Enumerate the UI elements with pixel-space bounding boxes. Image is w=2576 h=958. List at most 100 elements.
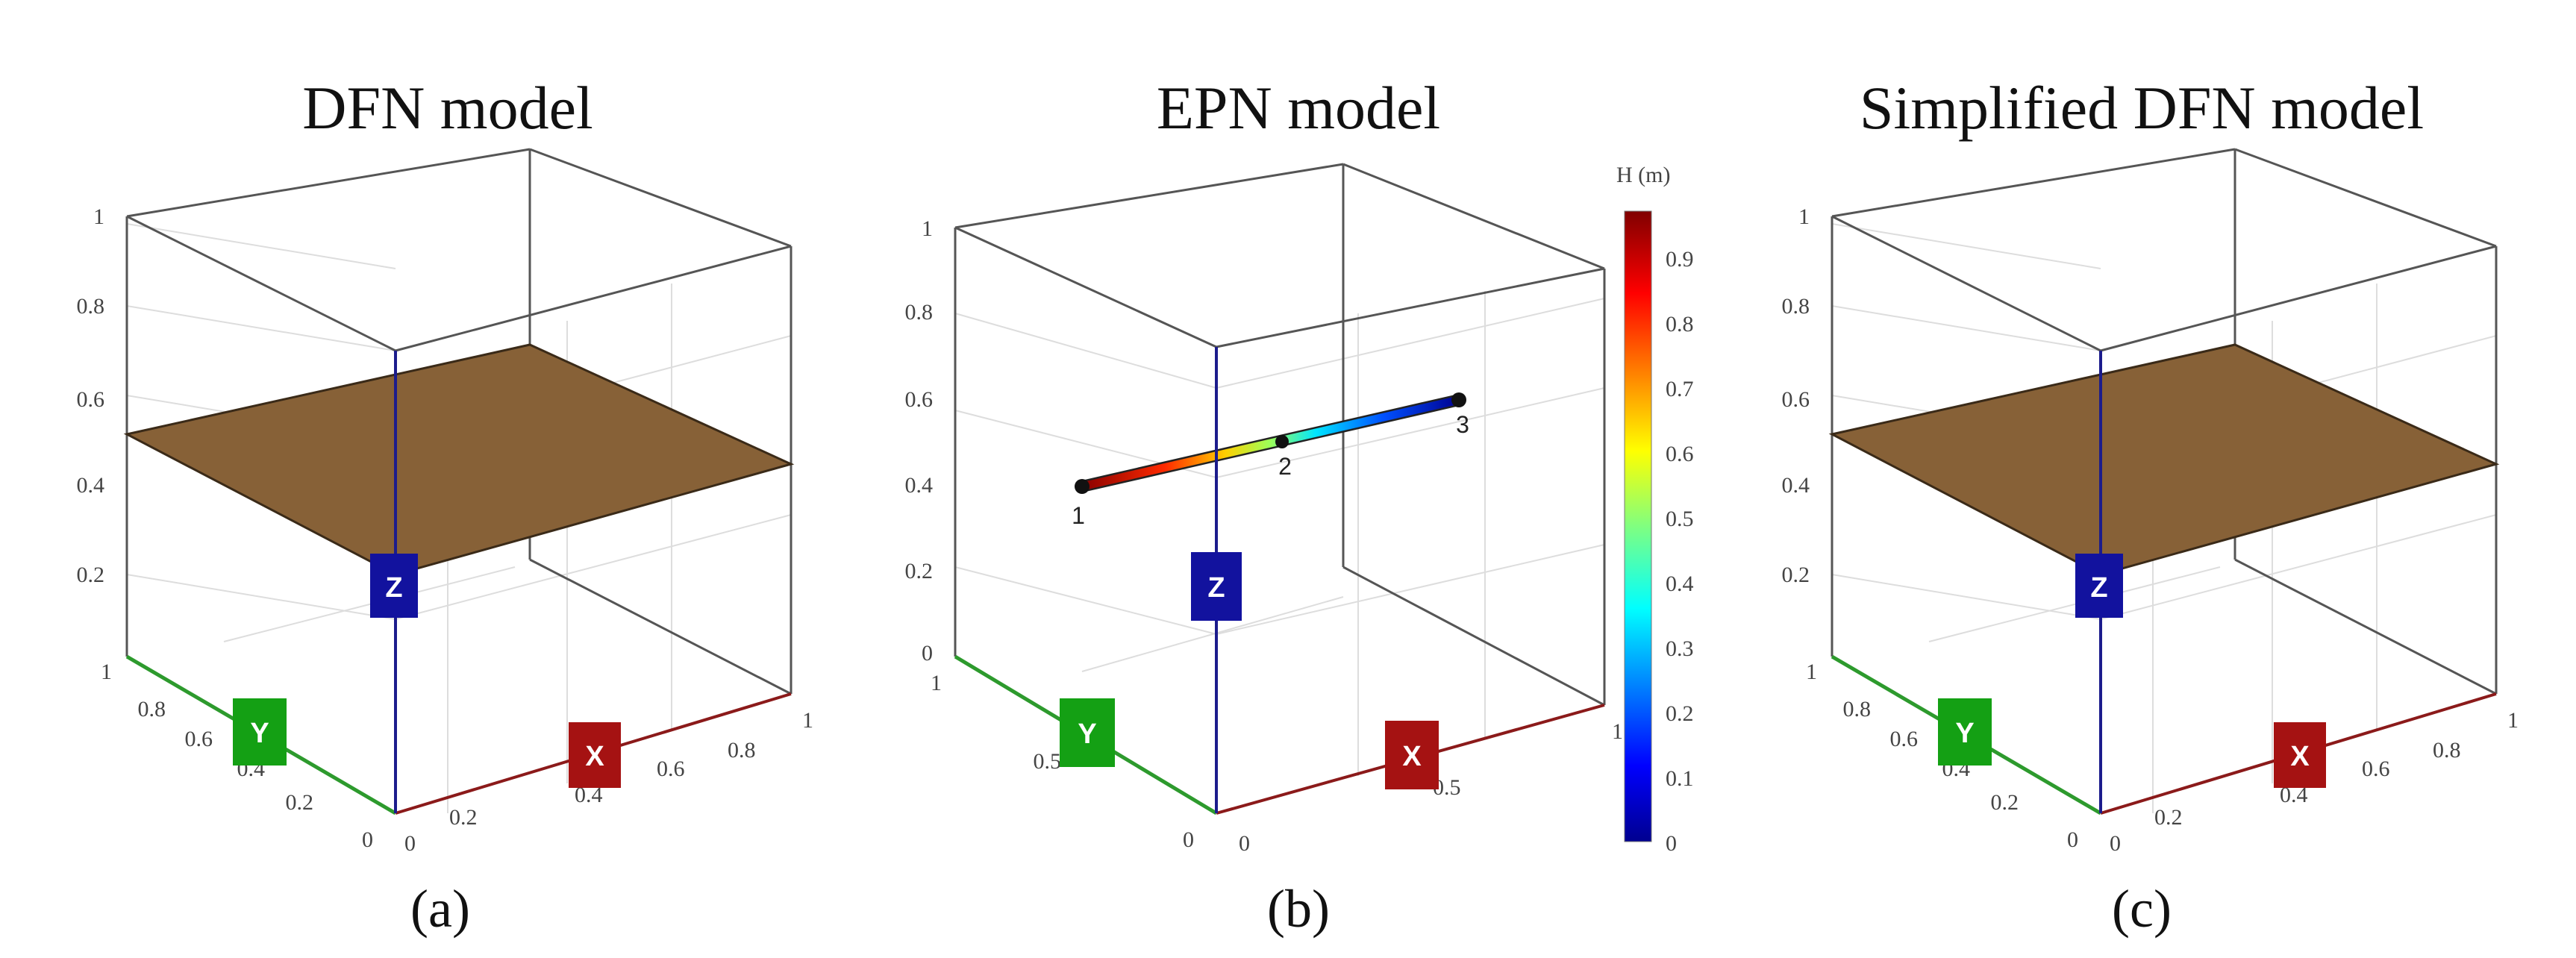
panel-a: DFN model	[77, 74, 814, 939]
z-tick-labels: 1 0.8 0.6 0.4 0.2	[1782, 204, 1810, 587]
y-tick: 0	[1183, 827, 1194, 852]
x-axis-badge: X	[569, 722, 621, 788]
node-marker	[1451, 392, 1466, 407]
y-tick: 0.6	[185, 727, 213, 751]
z-tick: 0.8	[905, 300, 934, 325]
svg-text:Z: Z	[1207, 572, 1225, 604]
y-tick: 0.6	[1890, 727, 1919, 751]
x-tick: 1	[802, 708, 813, 733]
x-tick: 0	[404, 831, 416, 856]
x-tick: 0	[1239, 831, 1250, 856]
svg-text:Y: Y	[1955, 718, 1974, 749]
x-tick: 0.6	[2362, 757, 2390, 781]
x-tick: 1	[2507, 708, 2519, 733]
x-axis-badge: X	[1385, 721, 1439, 789]
y-tick-labels: 1 0.5 0	[931, 671, 1194, 852]
node-marker	[1275, 435, 1289, 448]
z-tick: 1	[922, 216, 933, 241]
y-axis-badge: Y	[233, 698, 287, 766]
z-tick-labels: 1 0.8 0.6 0.4 0.2 0	[905, 216, 934, 666]
z-tick-labels: 1 0.8 0.6 0.4 0.2	[77, 204, 105, 587]
y-tick: 0	[362, 827, 373, 852]
colorbar-tick: 0	[1666, 831, 1677, 856]
y-tick: 0.2	[286, 790, 314, 815]
colorbar-tick: 0.7	[1666, 377, 1694, 401]
colorbar: H (m) 0.9 0.8 0.7 0.6 0.5 0.4 0.3 0.2 0.…	[1616, 163, 1694, 856]
z-tick: 0.8	[77, 294, 105, 319]
y-tick: 0.2	[1991, 790, 2019, 815]
svg-text:Z: Z	[2090, 572, 2107, 604]
colorbar-title: H (m)	[1616, 163, 1670, 187]
z-tick: 0.2	[905, 559, 934, 583]
z-tick: 0	[922, 641, 933, 666]
panel-title: DFN model	[302, 74, 593, 142]
x-tick: 0.8	[728, 738, 756, 763]
svg-text:X: X	[2290, 741, 2310, 772]
colorbar-ticks: 0.9 0.8 0.7 0.6 0.5 0.4 0.3 0.2 0.1 0	[1666, 247, 1694, 856]
node-marker	[1075, 479, 1090, 494]
colorbar-tick: 0.9	[1666, 247, 1694, 272]
y-tick: 0.8	[1843, 697, 1872, 721]
y-axis-badge: Y	[1938, 698, 1992, 766]
svg-text:X: X	[1402, 741, 1422, 772]
z-axis-badge: Z	[370, 554, 418, 618]
x-tick: 0.2	[2154, 805, 2183, 830]
colorbar-tick: 0.2	[1666, 701, 1694, 726]
z-axis-badge: Z	[2075, 554, 2123, 618]
z-tick: 0.2	[77, 563, 105, 587]
x-tick: 1	[1612, 719, 1623, 744]
z-tick: 0.4	[77, 473, 105, 498]
pipe-segment	[1078, 395, 1463, 491]
panel-caption: (c)	[2112, 879, 2172, 939]
panel-c: Simplified DFN model	[1782, 74, 2519, 939]
y-tick-labels: 1 0.8 0.6 0.4 0.2 0	[101, 660, 373, 852]
colorbar-tick: 0.6	[1666, 442, 1694, 466]
z-tick: 0.4	[1782, 473, 1810, 498]
colorbar-tick: 0.3	[1666, 636, 1694, 661]
colorbar-tick: 0.4	[1666, 572, 1694, 596]
axes-box	[954, 163, 1606, 813]
colorbar-gradient	[1624, 210, 1652, 842]
panel-caption: (b)	[1267, 879, 1330, 939]
y-tick: 0	[2067, 827, 2078, 852]
z-tick: 0.2	[1782, 563, 1810, 587]
colorbar-tick: 0.1	[1666, 766, 1694, 791]
panel-title: EPN model	[1157, 74, 1440, 142]
x-tick: 0.2	[449, 805, 478, 830]
y-tick-labels: 1 0.8 0.6 0.4 0.2 0	[1806, 660, 2078, 852]
x-tick: 0	[2110, 831, 2121, 856]
panel-b: EPN model	[905, 74, 1694, 939]
y-tick: 1	[931, 671, 942, 695]
x-tick-labels: 0 0.2 0.4 0.6 0.8 1	[404, 708, 813, 856]
y-tick: 1	[101, 660, 112, 684]
fracture-plane	[1828, 343, 2500, 576]
colorbar-tick: 0.5	[1666, 507, 1694, 531]
x-tick: 0.6	[657, 757, 685, 781]
fracture-plane	[123, 343, 795, 576]
x-tick: 0.8	[2433, 738, 2461, 763]
svg-text:Z: Z	[385, 572, 402, 604]
z-tick: 0.6	[1782, 387, 1810, 412]
svg-text:X: X	[585, 741, 604, 772]
x-axis-badge: X	[2274, 722, 2326, 788]
node-label: 1	[1072, 502, 1085, 529]
z-tick: 1	[1798, 204, 1810, 229]
z-axis-badge: Z	[1191, 552, 1242, 621]
panel-caption: (a)	[410, 879, 470, 939]
y-tick: 0.5	[1034, 749, 1062, 774]
colorbar-tick: 0.8	[1666, 312, 1694, 336]
z-tick: 0.6	[905, 387, 934, 412]
y-tick: 0.8	[138, 697, 166, 721]
z-tick: 0.4	[905, 473, 934, 498]
y-axis-badge: Y	[1060, 698, 1115, 767]
panel-title: Simplified DFN model	[1860, 74, 2424, 142]
pipe-network: 1 2 3	[1072, 392, 1469, 529]
z-tick: 0.8	[1782, 294, 1810, 319]
node-label: 3	[1456, 411, 1469, 438]
node-label: 2	[1278, 453, 1292, 480]
z-tick: 1	[93, 204, 104, 229]
y-tick: 1	[1806, 660, 1817, 684]
svg-text:Y: Y	[250, 718, 269, 749]
svg-text:Y: Y	[1078, 718, 1096, 750]
